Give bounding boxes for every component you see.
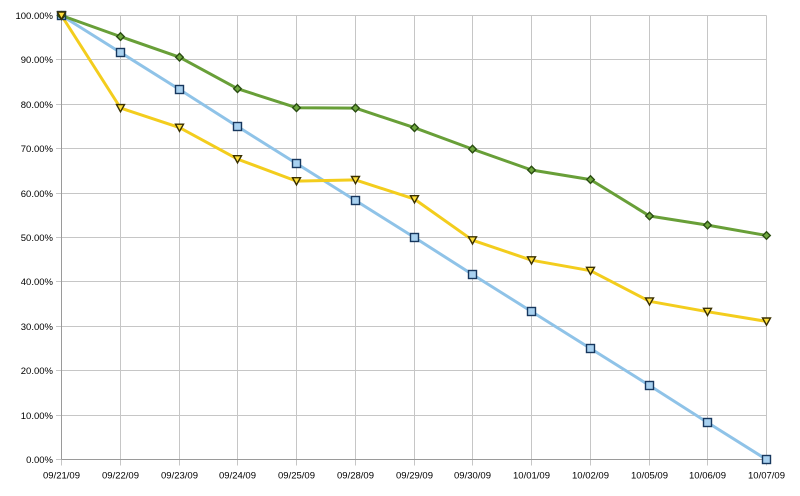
svg-text:09/21/09: 09/21/09 bbox=[43, 471, 80, 482]
svg-text:30.00%: 30.00% bbox=[21, 322, 54, 333]
svg-text:10.00%: 10.00% bbox=[21, 411, 54, 422]
svg-text:10/05/09: 10/05/09 bbox=[631, 471, 668, 482]
svg-text:70.00%: 70.00% bbox=[21, 144, 54, 155]
svg-text:20.00%: 20.00% bbox=[21, 366, 54, 377]
svg-text:09/22/09: 09/22/09 bbox=[102, 471, 139, 482]
svg-text:40.00%: 40.00% bbox=[21, 277, 54, 288]
svg-text:09/30/09: 09/30/09 bbox=[454, 471, 491, 482]
svg-text:10/07/09: 10/07/09 bbox=[748, 471, 785, 482]
svg-text:09/28/09: 09/28/09 bbox=[337, 471, 374, 482]
svg-text:09/25/09: 09/25/09 bbox=[278, 471, 315, 482]
svg-text:100.00%: 100.00% bbox=[15, 11, 53, 22]
svg-text:90.00%: 90.00% bbox=[21, 55, 54, 66]
svg-text:60.00%: 60.00% bbox=[21, 189, 54, 200]
svg-text:10/02/09: 10/02/09 bbox=[572, 471, 609, 482]
svg-text:09/23/09: 09/23/09 bbox=[161, 471, 198, 482]
svg-text:09/24/09: 09/24/09 bbox=[219, 471, 256, 482]
svg-text:80.00%: 80.00% bbox=[21, 100, 54, 111]
svg-text:50.00%: 50.00% bbox=[21, 233, 54, 244]
svg-text:0.00%: 0.00% bbox=[26, 455, 53, 466]
svg-text:10/06/09: 10/06/09 bbox=[689, 471, 726, 482]
svg-text:09/29/09: 09/29/09 bbox=[396, 471, 433, 482]
svg-text:10/01/09: 10/01/09 bbox=[513, 471, 550, 482]
